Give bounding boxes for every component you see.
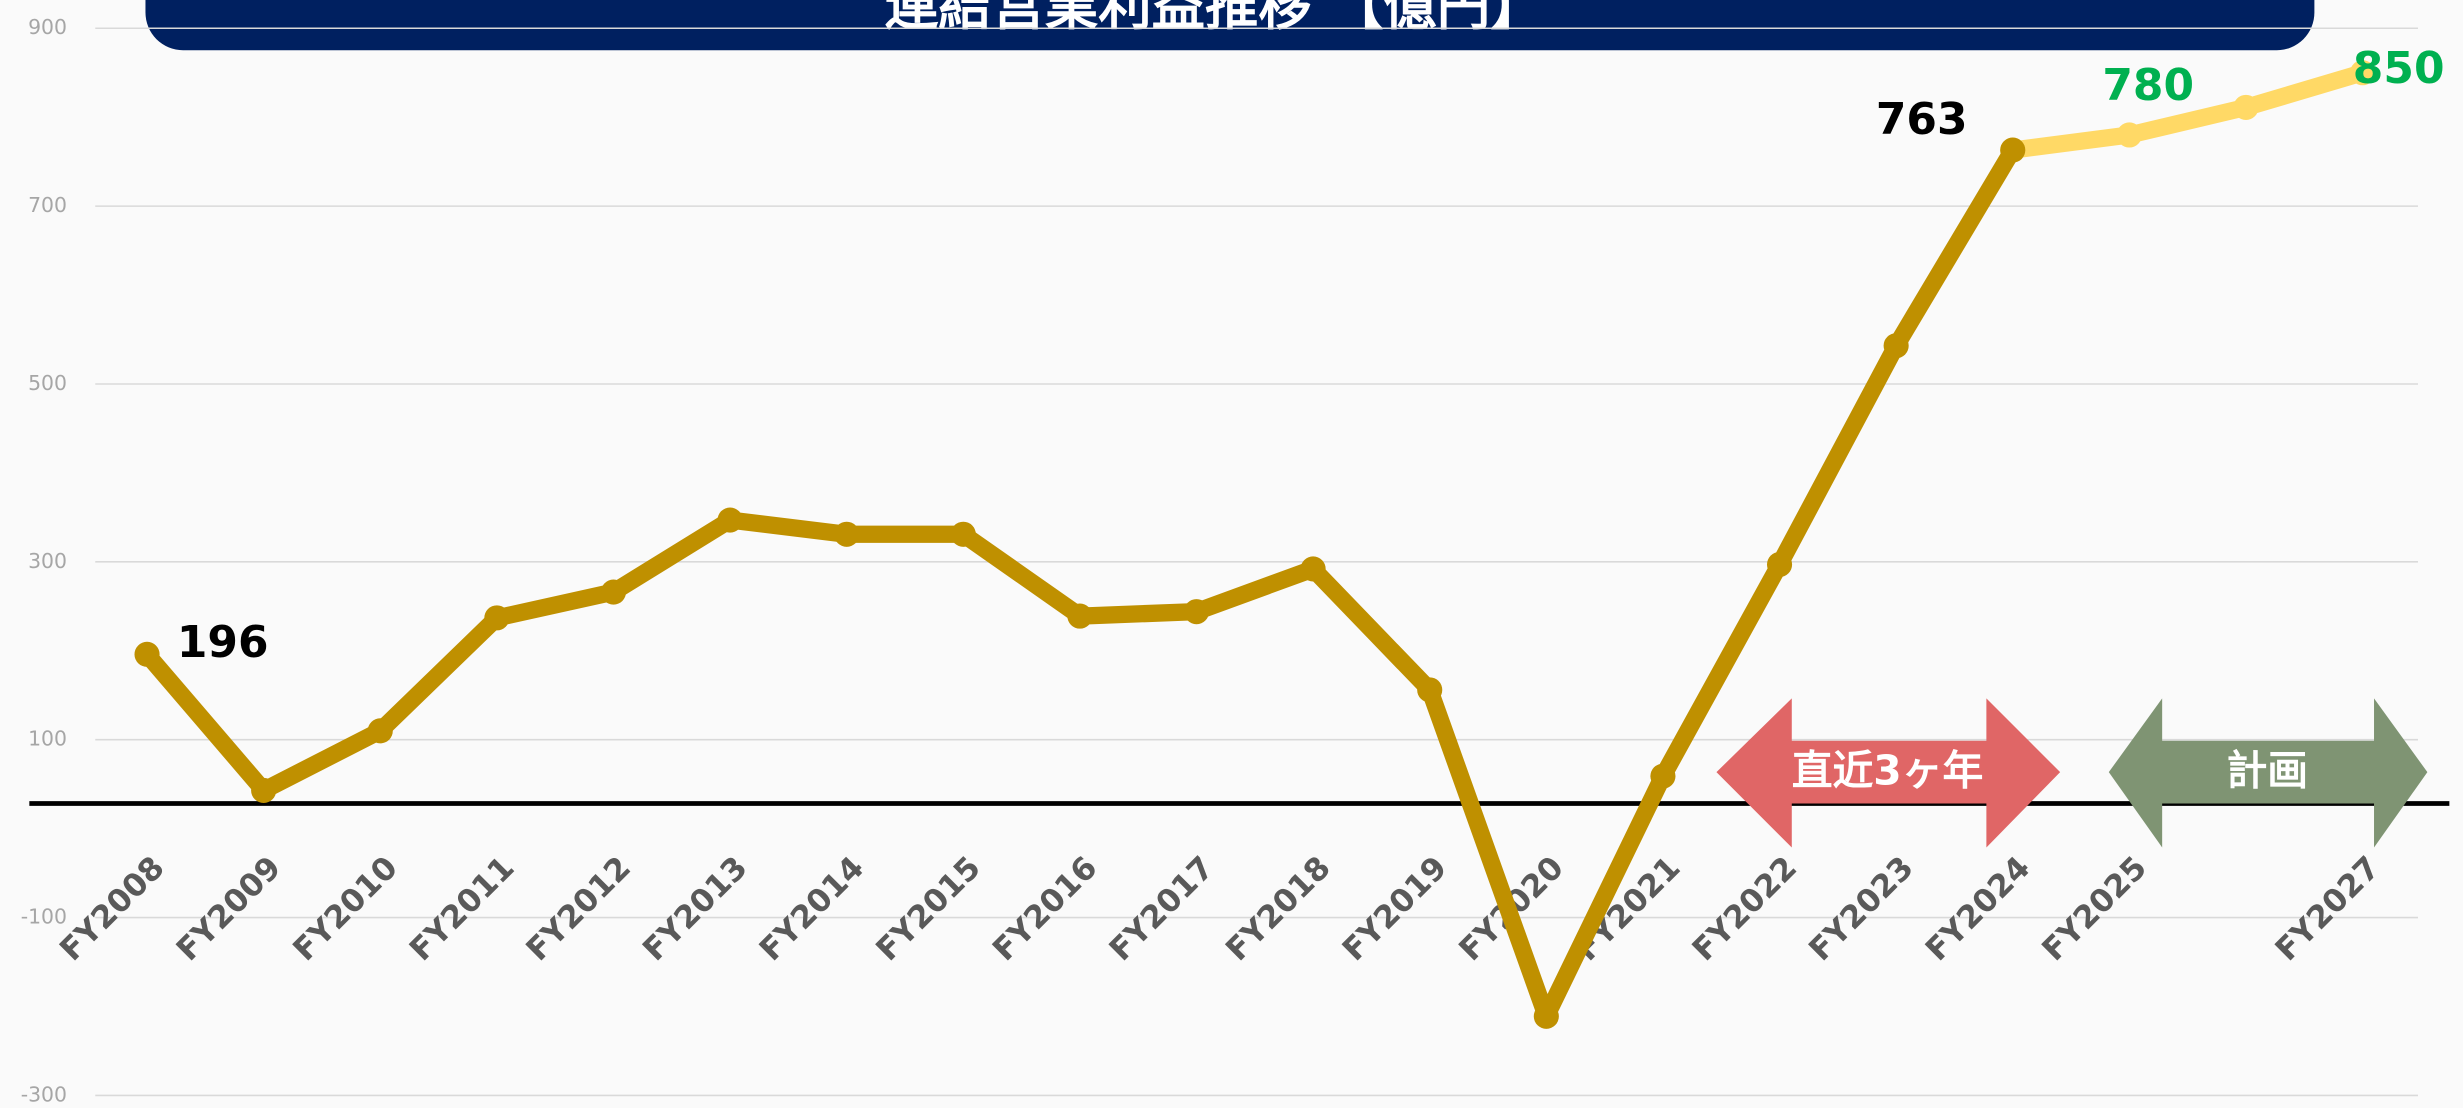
- title-banner: [145, 0, 2315, 51]
- point: [600, 579, 627, 605]
- point: [2350, 60, 2376, 86]
- x-tick-label: FY2025: [2036, 850, 2154, 968]
- point: [251, 777, 277, 803]
- y-tick-label: 700: [28, 193, 67, 217]
- point: [717, 507, 743, 533]
- chart-title: 連結営業利益推移 【億円】: [885, 0, 1544, 37]
- x-tick-label: FY2015: [869, 850, 987, 968]
- data-label: 780: [2102, 60, 2194, 111]
- point: [367, 718, 393, 744]
- annotation: 計画: [2227, 747, 2309, 795]
- point: [1650, 763, 1676, 789]
- x-tick-label: FY2014: [753, 850, 871, 968]
- point: [1300, 556, 1326, 582]
- x-tick-label: FY2027: [2269, 850, 2387, 968]
- x-tick-label: FY2011: [403, 850, 521, 968]
- data-label: 850: [2353, 43, 2445, 94]
- point: [484, 605, 510, 631]
- y-tick-label: 900: [28, 15, 67, 39]
- point: [2233, 94, 2259, 120]
- x-tick-label: FY2013: [636, 850, 754, 968]
- point: [1183, 599, 1210, 625]
- x-tick-label: FY2009: [170, 850, 288, 968]
- y-tick-label: 300: [28, 549, 67, 573]
- annotation-arrow: [1716, 698, 2061, 848]
- annotation: 直近3ヶ年: [1792, 747, 1984, 795]
- line: [2004, 64, 2372, 159]
- x-tick-label: FY2024: [1919, 850, 2037, 968]
- x-tick-label: FY2017: [1103, 850, 1221, 968]
- point: [2000, 137, 2026, 163]
- x-tick-label: FY2010: [286, 850, 404, 968]
- x-tick-label: FY2012: [520, 850, 638, 968]
- x-tick-label: FY2008: [53, 850, 171, 968]
- point: [2116, 122, 2142, 148]
- point: [950, 521, 976, 547]
- y-tick-label: -100: [21, 905, 67, 929]
- point: [1417, 677, 1443, 703]
- annotation-arrow: [2108, 698, 2428, 848]
- x-tick-label: FY2019: [1336, 850, 1454, 968]
- x-tick-label: FY2016: [986, 850, 1104, 968]
- x-tick-label: FY2023: [1802, 850, 1920, 968]
- point: [1883, 333, 1909, 359]
- y-tick-label: -300: [21, 1082, 67, 1106]
- x-tick-label: FY2018: [1219, 850, 1337, 968]
- point: [834, 521, 860, 547]
- point: [1766, 551, 1793, 578]
- y-tick-label: 100: [28, 727, 67, 751]
- plot: -300-100100300500700900FY2008FY2009FY201…: [21, 15, 2450, 1106]
- data-label: 763: [1876, 94, 1968, 145]
- x-tick-label: FY2022: [1686, 850, 1804, 968]
- point: [134, 641, 160, 667]
- data-label: 196: [177, 617, 269, 668]
- y-tick-label: 500: [28, 371, 67, 395]
- point: [1067, 603, 1093, 629]
- point: [1533, 1003, 1559, 1029]
